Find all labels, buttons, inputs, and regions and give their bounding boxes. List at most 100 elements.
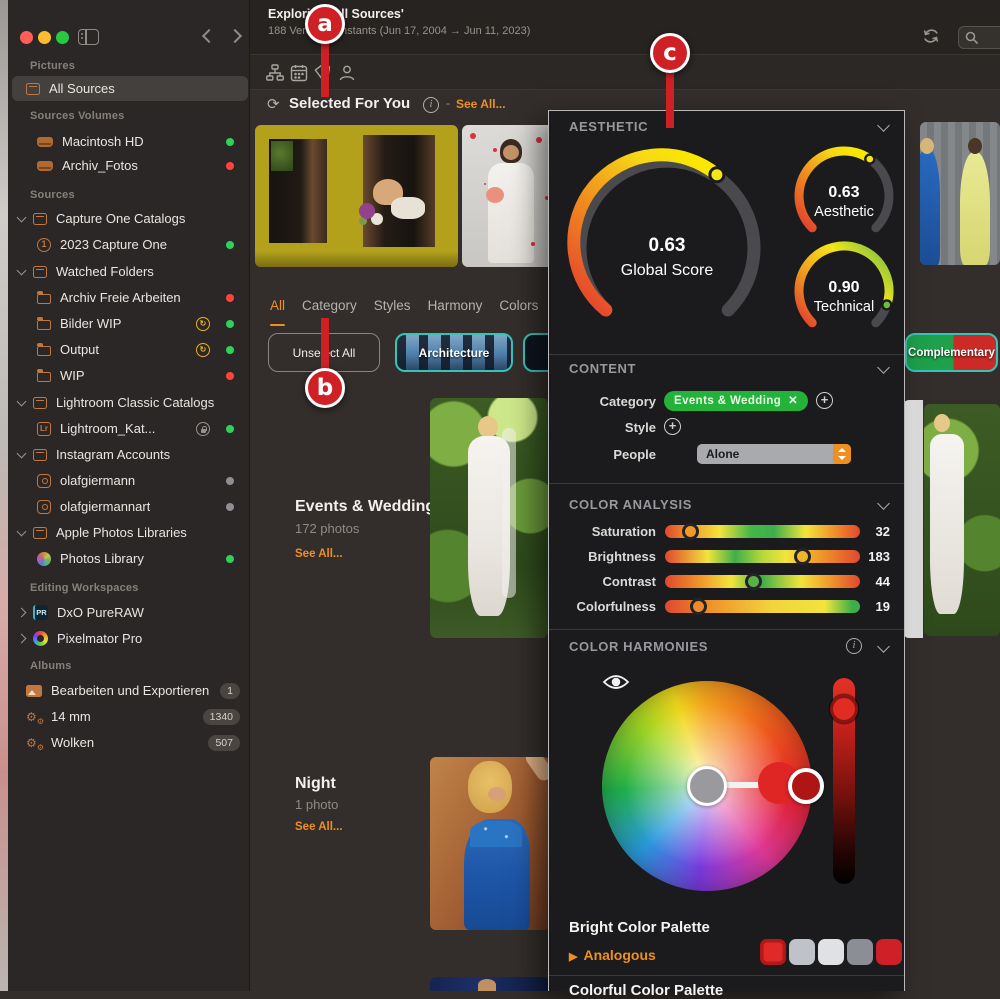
tab-colors[interactable]: Colors [499,298,539,313]
sidebar-item-output[interactable]: Output ↻ [12,337,248,362]
sidebar-item-2023-capture-one[interactable]: 1 2023 Capture One [12,232,248,257]
photo-thumbnail-bride-garden-right[interactable] [924,404,1000,636]
hierarchy-view-icon[interactable] [266,64,284,82]
cycle-icon[interactable]: ⟳ [267,96,280,113]
sidebar-item-photos-library[interactable]: Photos Library [12,546,248,571]
brightness-knob[interactable] [793,548,811,565]
sidebar-item-14mm[interactable]: ⚙ 14 mm 1340 [12,704,248,729]
chevron-down-icon[interactable] [16,448,27,459]
add-category-icon[interactable]: + [816,392,833,409]
folder-icon [37,316,51,330]
colorfulness-slider[interactable] [665,598,860,615]
colorfulness-knob[interactable] [690,598,708,615]
contrast-slider[interactable] [665,573,860,590]
people-select[interactable]: Alone [697,444,851,464]
window-zoom-button[interactable] [56,31,69,44]
refresh-icon[interactable] [922,27,940,50]
folder-icon [37,342,51,356]
tab-all[interactable]: All [270,298,286,326]
sidebar-item-olafgiermann[interactable]: olafgiermann [12,468,248,493]
photo-thumbnail-two-dresses[interactable] [920,122,1000,265]
sidebar-group-watched-folders[interactable]: Watched Folders [12,259,248,284]
sidebar-item-archiv-freie-arbeiten[interactable]: Archiv Freie Arbeiten [12,285,248,310]
status-dot-gray [226,476,234,485]
sidebar-group-apple-photos-libraries[interactable]: Apple Photos Libraries [12,520,248,545]
info-icon[interactable]: i [423,97,439,113]
back-button[interactable] [201,28,217,44]
sidebar-item-pixelmator-pro[interactable]: Pixelmator Pro [12,626,248,651]
sidebar-item-bearbeiten-und-exportieren[interactable]: Bearbeiten und Exportieren 1 [12,678,248,703]
photo-card-edge[interactable] [903,400,923,638]
eye-icon[interactable] [602,674,630,695]
photo-thumbnail-bottom-partial[interactable] [430,977,550,991]
collapse-content-icon[interactable] [877,361,890,374]
add-style-icon[interactable]: + [664,418,681,435]
see-all-link[interactable]: See All... [456,97,506,111]
sidebar-item-olafgiermannart[interactable]: olafgiermannart [12,494,248,519]
calendar-view-icon[interactable] [290,64,308,82]
value-slider[interactable] [833,678,855,884]
chevron-right-icon[interactable] [16,633,27,644]
chevron-down-icon[interactable] [16,265,27,276]
tab-harmony[interactable]: Harmony [427,298,483,313]
photo-thumbnail-night[interactable] [430,757,550,930]
palette-swatch-5[interactable] [876,939,902,965]
harmonies-info-icon[interactable]: i [846,638,862,654]
sidebar-group-instagram-accounts[interactable]: Instagram Accounts [12,442,248,467]
palette-swatch-2[interactable] [789,939,815,965]
collapse-aesthetic-icon[interactable] [877,119,890,132]
smart-album-icon: ⚙ [26,710,44,726]
sidebar-item-dxo-pureraw[interactable]: PR DxO PureRAW [12,600,248,625]
category-tag-events-wedding[interactable]: Events & Wedding ✕ [664,391,809,411]
sidebar-group-capture-one-catalogs[interactable]: Capture One Catalogs [12,206,248,231]
status-dot-green [226,424,234,433]
photo-thumbnail-yellow-window[interactable] [255,125,458,267]
sidebar-item-bilder-wip[interactable]: Bilder WIP ↻ [12,311,248,336]
color-wheel-center-knob[interactable] [687,766,727,806]
see-all-link-events[interactable]: See All... [295,548,343,560]
sidebar-item-all-sources[interactable]: All Sources [12,76,248,101]
search-input[interactable] [958,26,1000,49]
forward-button[interactable] [227,28,243,44]
window-close-button[interactable] [20,31,33,44]
chevron-down-icon[interactable] [16,526,27,537]
sidebar-group-lightroom-classic-catalogs[interactable]: Lightroom Classic Catalogs [12,390,248,415]
sidebar-item-macintosh-hd[interactable]: Macintosh HD [12,129,248,154]
collapse-harmonies-icon[interactable] [877,640,890,653]
svg-text:0.63: 0.63 [828,184,859,201]
collapse-color-analysis-icon[interactable] [877,497,890,510]
saturation-knob[interactable] [682,523,700,540]
sidebar-item-lightroom-katalog[interactable]: Lr Lightroom_Kat... [12,416,248,441]
chevron-right-icon[interactable] [16,607,27,618]
chip-complementary[interactable]: Complementary [905,333,998,372]
value-slider-knob[interactable] [830,695,858,723]
folder-icon [37,368,51,382]
count-badge: 1340 [202,708,240,725]
callout-c-stem [666,60,674,128]
harmony-analogous-row[interactable]: ▶ Analogous [569,947,656,963]
palette-swatch-4[interactable] [847,939,873,965]
see-all-link-night[interactable]: See All... [295,821,343,833]
photo-thumbnail-bride-garden[interactable] [430,398,548,638]
saturation-slider[interactable] [665,523,860,540]
chevron-down-icon[interactable] [16,212,27,223]
category-title-events: Events & Wedding [295,498,436,515]
chip-architecture[interactable]: Architecture [395,333,513,372]
sidebar-toggle-icon[interactable] [78,29,99,45]
status-dot-green [226,554,234,563]
chevron-down-icon[interactable] [16,396,27,407]
tab-category[interactable]: Category [302,298,357,313]
color-wheel-ring-marker[interactable] [788,768,824,804]
sidebar-item-wip[interactable]: WIP [12,363,248,388]
window-minimize-button[interactable] [38,31,51,44]
page-subtitle-right: Instants (Jun 17, 2004 → Jun 11, 2023) [338,25,531,37]
brightness-slider[interactable] [665,548,860,565]
palette-swatch-1[interactable] [760,939,786,965]
sidebar-item-wolken[interactable]: ⚙ Wolken 507 [12,730,248,755]
sidebar-item-archiv-fotos[interactable]: Archiv_Fotos [12,153,248,178]
people-view-icon[interactable] [338,64,356,82]
tab-styles[interactable]: Styles [373,298,411,313]
contrast-knob[interactable] [744,573,762,590]
palette-swatch-3[interactable] [818,939,844,965]
remove-tag-icon[interactable]: ✕ [788,395,799,407]
